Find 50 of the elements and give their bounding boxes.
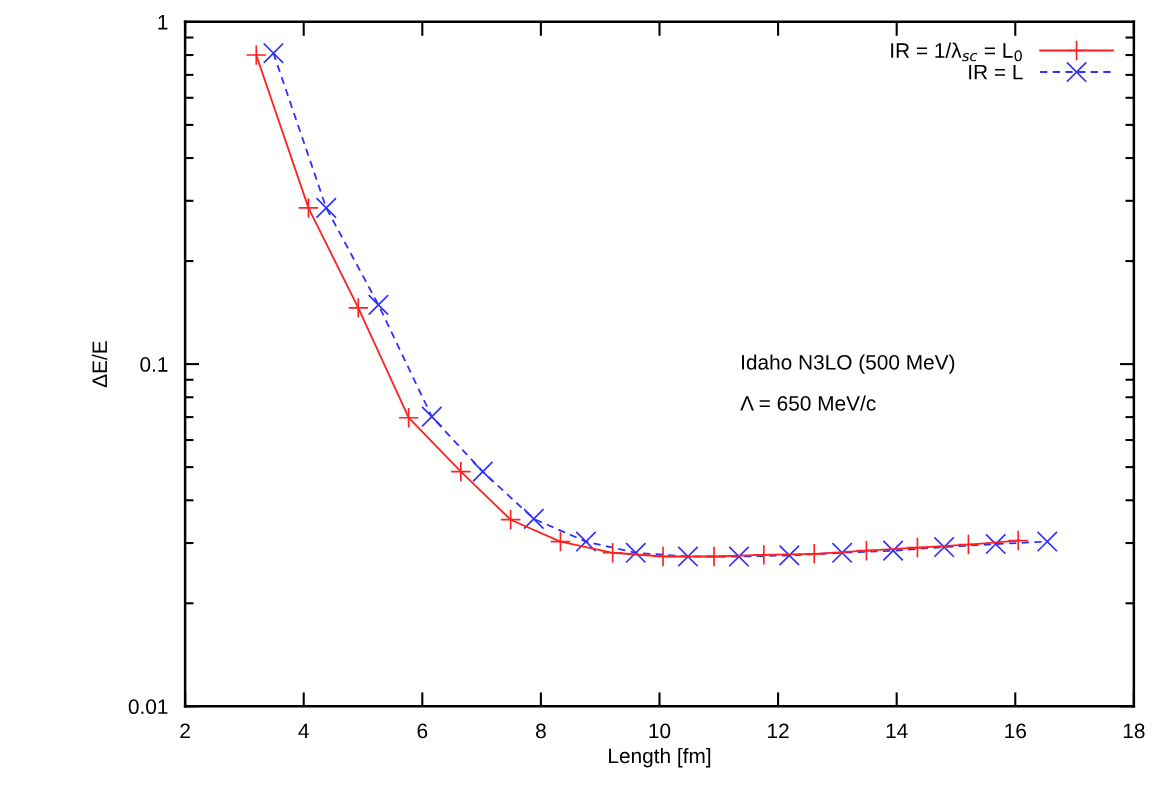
x-tick-label: 12 [768,723,789,739]
y-axis-title: ΔE/E [91,341,108,388]
point [602,542,624,564]
point [906,537,928,559]
point [347,297,369,319]
annotation: Λ = 650 MeV/c [740,395,876,411]
legend-label: IR = 1/λ$_{sc}$ = L$_{0}$ [891,42,1022,62]
x-tick-label: 8 [536,723,546,739]
point [882,540,904,562]
point [703,545,725,568]
annotation: Idaho N3LO (500 MeV) [742,354,955,374]
point [245,44,267,66]
point [933,536,955,558]
x-tick-label: 16 [1005,723,1026,739]
point [472,461,494,483]
x-tick-label: 4 [298,723,309,739]
point [398,407,420,429]
point [985,533,1007,555]
y-tick-label: 0.1 [140,357,168,372]
point [315,197,337,219]
point [297,197,320,219]
point [1007,530,1029,552]
y-tick-label: 1 [158,15,168,30]
y-tick-label: 0.01 [128,699,168,715]
x-tick-label: 14 [886,723,908,739]
point [803,543,825,565]
point [1036,531,1058,553]
point [262,42,285,64]
point [778,544,800,566]
point [549,531,572,553]
x-tick-label: 18 [1123,723,1145,739]
x-axis-title: Length [fm] [609,747,711,768]
point [753,544,775,566]
legend-label: IR = L [969,64,1023,80]
point [625,542,647,564]
point [728,545,750,568]
x-tick-label: 2 [180,723,190,739]
x-tick-label: 6 [417,723,428,739]
point [421,406,443,428]
point [831,542,853,564]
point [677,545,699,568]
point [652,545,674,568]
point [523,508,545,530]
point [367,294,389,316]
point [575,531,597,553]
point [450,461,472,483]
point [957,533,979,556]
point [500,509,522,531]
x-tick-label: 10 [649,723,671,739]
point [855,540,877,562]
